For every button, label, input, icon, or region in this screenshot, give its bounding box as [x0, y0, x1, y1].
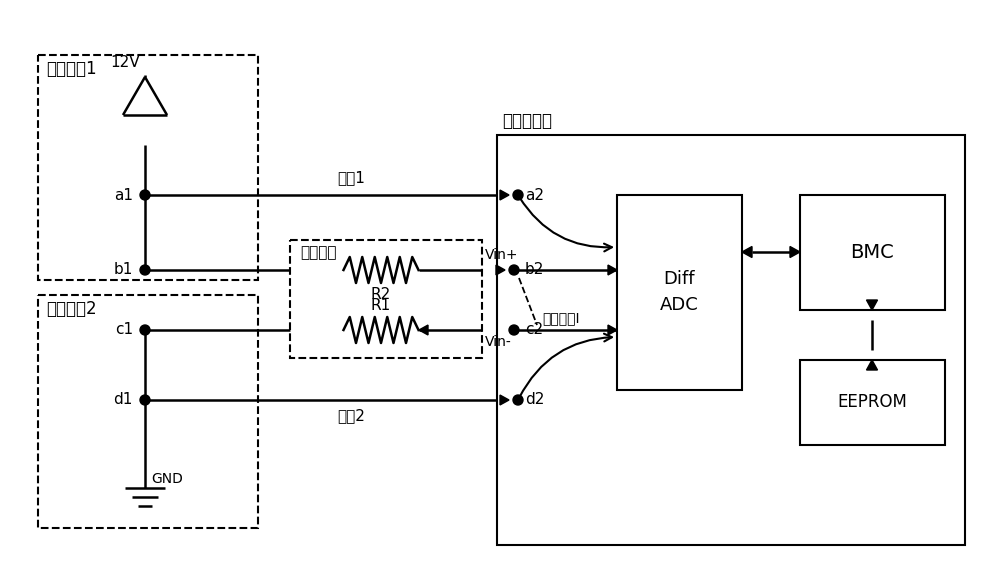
Text: 供电铜排1: 供电铜排1: [46, 60, 97, 78]
Polygon shape: [790, 246, 800, 258]
Circle shape: [140, 190, 150, 200]
Circle shape: [140, 265, 150, 275]
Text: b1: b1: [114, 262, 133, 277]
Text: c2: c2: [525, 323, 543, 338]
Text: 12V: 12V: [110, 55, 140, 70]
Text: c1: c1: [115, 323, 133, 338]
Circle shape: [140, 325, 150, 335]
Polygon shape: [500, 395, 509, 405]
Text: GND: GND: [151, 472, 183, 486]
Text: Vin-: Vin-: [485, 335, 512, 349]
Text: d1: d1: [114, 392, 133, 407]
Text: R1: R1: [371, 298, 391, 313]
Text: b2: b2: [525, 262, 544, 277]
Text: Diff
ADC: Diff ADC: [660, 270, 698, 314]
Text: a2: a2: [525, 187, 544, 202]
Bar: [38, 55, 258, 280]
Text: 供电铜排2: 供电铜排2: [46, 300, 97, 318]
Polygon shape: [500, 190, 509, 200]
Text: a1: a1: [114, 187, 133, 202]
Circle shape: [513, 395, 523, 405]
Bar: [800, 360, 945, 445]
Text: BMC: BMC: [850, 243, 894, 261]
Polygon shape: [866, 300, 878, 310]
Bar: [38, 295, 258, 528]
Circle shape: [513, 190, 523, 200]
Polygon shape: [608, 325, 617, 335]
Polygon shape: [742, 246, 752, 258]
Circle shape: [509, 265, 519, 275]
FancyArrowPatch shape: [519, 197, 612, 251]
Text: 探针1: 探针1: [337, 170, 365, 185]
Bar: [497, 135, 965, 545]
Polygon shape: [419, 325, 428, 335]
Bar: [290, 240, 482, 358]
Text: R2: R2: [371, 287, 391, 302]
Bar: [617, 195, 742, 390]
Bar: [800, 195, 945, 310]
FancyArrowPatch shape: [519, 334, 612, 398]
Circle shape: [140, 395, 150, 405]
Text: 探针2: 探针2: [337, 408, 365, 423]
Polygon shape: [496, 265, 505, 275]
Circle shape: [509, 325, 519, 335]
Text: EEPROM: EEPROM: [837, 393, 907, 411]
Polygon shape: [866, 360, 878, 370]
Text: 负载电流I: 负载电流I: [542, 311, 580, 325]
Polygon shape: [608, 265, 617, 275]
Text: Vin+: Vin+: [485, 248, 518, 262]
Text: 接触电阻: 接触电阻: [300, 245, 336, 260]
Text: d2: d2: [525, 392, 544, 407]
Text: 节点服务器: 节点服务器: [502, 112, 552, 130]
